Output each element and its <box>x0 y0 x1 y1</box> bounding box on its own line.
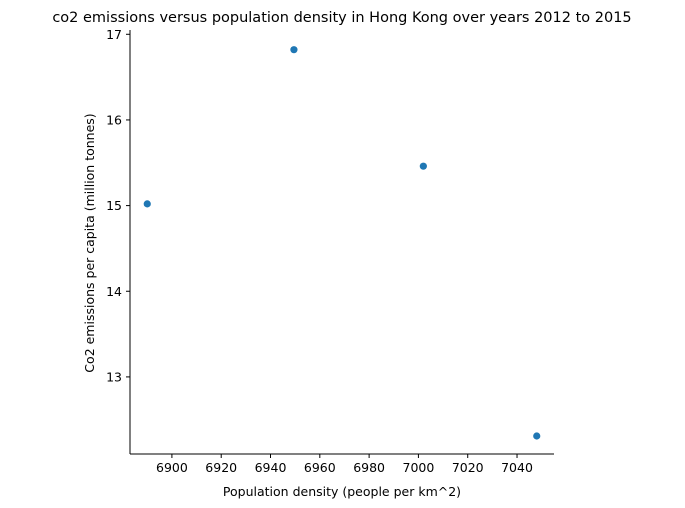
y-ticks: 13 14 15 16 17 <box>106 27 130 384</box>
chart-title: co2 emissions versus population density … <box>52 10 631 26</box>
x-tick-label: 6900 <box>156 460 188 475</box>
scatter-point <box>143 200 151 208</box>
x-tick-label: 6940 <box>255 460 287 475</box>
x-tick-label: 7040 <box>501 460 533 475</box>
x-tick-label: 6920 <box>205 460 237 475</box>
y-tick-label: 17 <box>106 27 122 42</box>
data-points <box>143 46 541 440</box>
scatter-point <box>533 432 541 440</box>
scatter-point <box>290 46 298 54</box>
x-tick-label: 7020 <box>452 460 484 475</box>
x-axis-label: Population density (people per km^2) <box>223 484 461 499</box>
x-ticks: 6900 6920 6940 6960 6980 7000 7020 7040 <box>156 454 533 475</box>
y-tick-label: 13 <box>106 369 122 384</box>
x-tick-label: 7000 <box>403 460 435 475</box>
y-tick-label: 14 <box>106 284 122 299</box>
y-axis-label: Co2 emissions per capita (million tonnes… <box>82 113 97 372</box>
x-tick-label: 6980 <box>353 460 385 475</box>
y-tick-label: 16 <box>106 112 122 127</box>
scatter-point <box>419 162 427 170</box>
y-tick-label: 15 <box>106 198 122 213</box>
plot-area: 6900 6920 6940 6960 6980 7000 7020 7040 1314151… <box>106 27 554 475</box>
x-tick-label: 6960 <box>304 460 336 475</box>
